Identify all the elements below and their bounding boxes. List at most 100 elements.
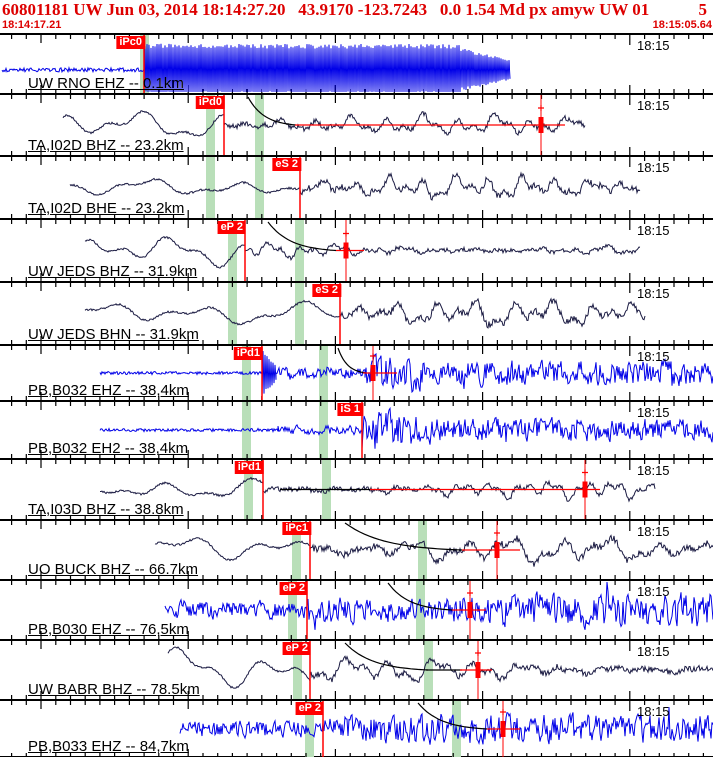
trace-panel[interactable]: iS 1 18:15 PB,B032 EH2 -- 38,4km <box>0 400 713 458</box>
coda-pick-handle[interactable] <box>467 602 473 618</box>
arrival-window-band <box>305 701 314 757</box>
coda-envelope <box>337 347 367 374</box>
trace-panel[interactable]: iPd1 18:15 PB,B032 EHZ -- 38,4km <box>0 344 713 400</box>
trace-path[interactable] <box>154 534 713 567</box>
minute-label: 18:15 <box>637 704 670 719</box>
trace-panel[interactable]: iPd1 18:15 TA,I03D BHZ -- 38.8km <box>0 458 713 519</box>
minute-label: 18:15 <box>637 644 670 659</box>
station-label: TA,I02D BHE -- 23.2km <box>28 200 185 217</box>
minute-label: 18:15 <box>637 524 670 539</box>
trace-path[interactable] <box>100 476 656 503</box>
waveform-plot[interactable] <box>0 220 713 281</box>
phase-pick-flag[interactable]: iPd1 <box>234 461 264 474</box>
station-label: UW BABR BHZ -- 78.5km <box>28 681 200 698</box>
waveform-plot[interactable] <box>0 283 713 344</box>
waveform-plot[interactable] <box>0 157 713 218</box>
waveform-plot[interactable] <box>0 95 713 155</box>
coda-envelope <box>247 96 297 126</box>
phase-pick-flag[interactable]: eP 2 <box>282 642 311 655</box>
second-ticks <box>11 157 704 218</box>
trace-panel[interactable]: eS 2 18:15 TA,I02D BHE -- 23.2km <box>0 155 713 218</box>
waveform-plot[interactable] <box>0 346 713 400</box>
coda-pick-handle[interactable] <box>500 721 506 737</box>
coda-pick-handle[interactable] <box>494 542 500 558</box>
phase-pick-flag[interactable]: eS 2 <box>272 158 301 171</box>
trace-path[interactable] <box>99 350 713 397</box>
waveform-plot[interactable] <box>0 35 713 93</box>
coda-envelope <box>267 221 337 252</box>
trace-path[interactable] <box>164 581 713 630</box>
arrival-window-band <box>292 521 301 579</box>
trace-path[interactable] <box>69 171 641 201</box>
trace-path[interactable] <box>62 110 586 137</box>
second-ticks <box>11 641 704 699</box>
coda-pick-handle[interactable] <box>370 365 376 381</box>
coda-envelope <box>387 582 453 611</box>
trace-path[interactable] <box>84 236 641 269</box>
phase-pick-flag[interactable]: eP 2 <box>279 582 308 595</box>
coda-pick-handle[interactable] <box>582 481 588 498</box>
arrival-window-band <box>293 641 302 699</box>
coda-plus-icon <box>582 469 588 476</box>
coda-plus-icon <box>500 709 506 715</box>
coda-plus-icon <box>343 230 349 237</box>
station-label: UO BUCK BHZ -- 66.7km <box>28 561 199 578</box>
arrival-window-band <box>244 460 253 519</box>
phase-pick-flag[interactable]: iPc0 <box>116 36 145 49</box>
phase-pick-flag[interactable]: iS 1 <box>337 403 363 416</box>
trace-path[interactable] <box>179 707 713 745</box>
station-label: TA,I02D BHZ -- 23.2km <box>28 137 184 154</box>
arrival-window-band <box>206 157 215 218</box>
trace-path[interactable] <box>99 406 713 449</box>
waveform-plot[interactable] <box>0 521 713 579</box>
station-label: PB,B030 EHZ -- 76,5km <box>28 621 189 638</box>
arrival-window-band <box>255 157 264 218</box>
waveform-plot[interactable] <box>0 641 713 699</box>
trace-path[interactable] <box>167 646 713 689</box>
arrival-window-band <box>242 346 251 400</box>
trace-panel[interactable]: eP 2 18:15 PB,B030 EHZ -- 76,5km <box>0 579 713 639</box>
coda-pick-handle[interactable] <box>475 662 481 678</box>
phase-pick-flag[interactable]: eP 2 <box>295 702 324 715</box>
trace-panel[interactable]: eP 2 18:15 PB,B033 EHZ -- 84,7km <box>0 699 713 757</box>
phase-pick-flag[interactable]: iPd1 <box>233 347 263 360</box>
trace-panel[interactable]: eP 2 18:15 UW JEDS BHZ -- 31.9km <box>0 218 713 281</box>
trace-panel[interactable]: iPc1 18:15 UO BUCK BHZ -- 66.7km <box>0 519 713 579</box>
trace-panel[interactable]: eP 2 18:15 UW BABR BHZ -- 78.5km <box>0 639 713 699</box>
window-end-time: 18:15:05.64 <box>652 19 712 31</box>
minute-label: 18:15 <box>637 160 670 175</box>
second-ticks <box>11 402 704 458</box>
second-ticks <box>11 220 704 281</box>
waveform-plot[interactable] <box>0 460 713 519</box>
coda-pick-handle[interactable] <box>343 242 349 259</box>
phase-pick-flag[interactable]: eS 2 <box>312 284 341 297</box>
minute-label: 18:15 <box>637 223 670 238</box>
station-label: TA,I03D BHZ -- 38.8km <box>28 501 184 518</box>
coda-plus-icon <box>370 353 376 359</box>
phase-pick-flag[interactable]: eP 2 <box>217 221 246 234</box>
coda-envelope <box>344 642 429 671</box>
event-flag: 5 <box>698 0 708 19</box>
coda-pick-handle[interactable] <box>538 117 544 133</box>
trace-panel[interactable]: iPc0 18:15 UW RNO EHZ -- 0.1km <box>0 33 713 93</box>
trace-path[interactable] <box>1 43 511 93</box>
coda-plus-icon <box>475 650 481 656</box>
arrival-window-band <box>295 283 304 344</box>
minute-label: 18:15 <box>637 349 670 364</box>
phase-pick-flag[interactable]: iPd0 <box>195 96 225 109</box>
station-label: PB,B032 EHZ -- 38,4km <box>28 382 189 399</box>
event-header: 60801181 UW Jun 03, 2014 18:14:27.20 43.… <box>0 0 713 20</box>
event-summary: 60801181 UW Jun 03, 2014 18:14:27.20 43.… <box>2 0 650 19</box>
second-ticks <box>11 95 704 155</box>
arrival-window-band <box>418 521 427 579</box>
trace-panel[interactable]: iPd0 18:15 TA,I02D BHZ -- 23.2km <box>0 93 713 155</box>
trace-path[interactable] <box>84 297 646 329</box>
minute-label: 18:15 <box>637 38 670 53</box>
minute-label: 18:15 <box>637 98 670 113</box>
minute-label: 18:15 <box>637 405 670 420</box>
coda-plus-icon <box>538 105 544 111</box>
waveform-plot[interactable] <box>0 402 713 458</box>
trace-panel[interactable]: eS 2 18:15 UW JEDS BHN -- 31.9km <box>0 281 713 344</box>
phase-pick-flag[interactable]: iPc1 <box>282 522 311 535</box>
